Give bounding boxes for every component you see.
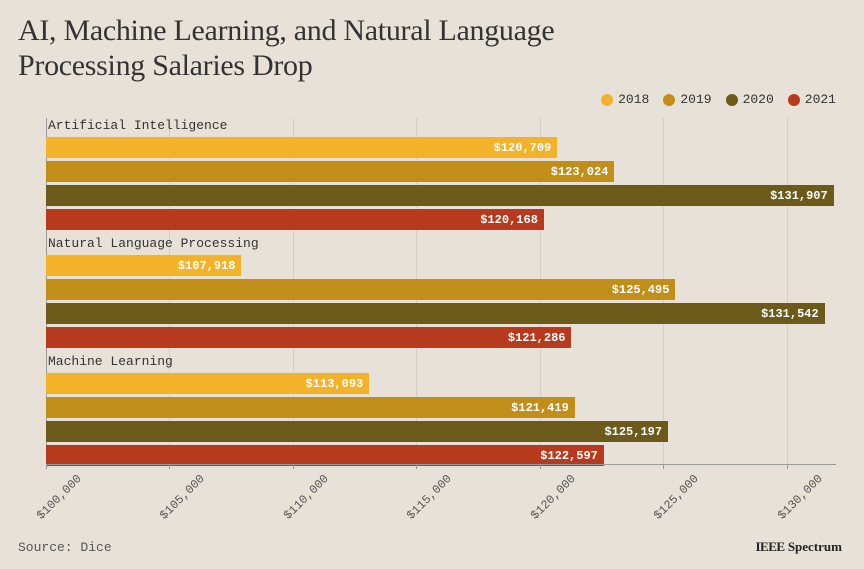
bar-row: $131,542 [46, 303, 836, 324]
bar-group: Machine Learning $113,093 $121,419 $125,197… [46, 354, 836, 466]
legend-swatch [663, 94, 675, 106]
legend: 2018 2019 2020 2021 [601, 92, 836, 107]
x-axis: $100,000$105,000$110,000$115,000$120,000… [46, 464, 836, 465]
axis-tick [169, 464, 170, 469]
brand-ieee: IEEE [756, 539, 785, 554]
brand-spectrum: Spectrum [785, 539, 842, 554]
group-label: Machine Learning [48, 354, 836, 369]
bar-row: $121,286 [46, 327, 836, 348]
legend-label: 2019 [680, 92, 711, 107]
axis-tick [416, 464, 417, 469]
bar: $131,907 [46, 185, 834, 206]
axis-tick [787, 464, 788, 469]
bar: $113,093 [46, 373, 369, 394]
bar-value-label: $125,197 [604, 425, 662, 439]
title-line-1: AI, Machine Learning, and Natural Langua… [18, 14, 554, 47]
legend-swatch [601, 94, 613, 106]
group-label: Natural Language Processing [48, 236, 836, 251]
axis-tick [46, 464, 47, 469]
bar-row: $122,597 [46, 445, 836, 466]
axis-tick-label: $115,000 [404, 472, 455, 523]
axis-tick-label: $125,000 [651, 472, 702, 523]
bar: $125,197 [46, 421, 668, 442]
publisher-brand: IEEE Spectrum [756, 539, 843, 555]
bar-value-label: $120,168 [480, 213, 538, 227]
bar: $107,918 [46, 255, 241, 276]
bar-group: Natural Language Processing $107,918 $125,… [46, 236, 836, 348]
legend-item: 2019 [663, 92, 711, 107]
bar-value-label: $123,024 [551, 165, 609, 179]
bar: $120,168 [46, 209, 544, 230]
bar-value-label: $122,597 [540, 449, 598, 463]
bar-value-label: $121,419 [511, 401, 569, 415]
axis-tick [540, 464, 541, 469]
chart-title: AI, Machine Learning, and Natural Langua… [18, 14, 554, 83]
axis-tick-label: $110,000 [281, 472, 332, 523]
legend-label: 2018 [618, 92, 649, 107]
bar-row: $121,419 [46, 397, 836, 418]
bar-row: $120,168 [46, 209, 836, 230]
axis-tick-label: $130,000 [775, 472, 826, 523]
title-line-2: Processing Salaries Drop [18, 49, 312, 82]
bar-row: $125,197 [46, 421, 836, 442]
axis-tick-label: $100,000 [34, 472, 85, 523]
axis-tick [663, 464, 664, 469]
bar: $120,709 [46, 137, 557, 158]
bar-row: $131,907 [46, 185, 836, 206]
legend-item: 2020 [726, 92, 774, 107]
bar-group: Artificial Intelligence $120,709 $123,024 $… [46, 118, 836, 230]
legend-item: 2018 [601, 92, 649, 107]
axis-tick-label: $120,000 [528, 472, 579, 523]
bar-row: $107,918 [46, 255, 836, 276]
bar-row: $120,709 [46, 137, 836, 158]
bar: $131,542 [46, 303, 825, 324]
bar-value-label: $120,709 [494, 141, 552, 155]
bar: $121,286 [46, 327, 571, 348]
bar-value-label: $131,907 [770, 189, 828, 203]
bar: $122,597 [46, 445, 604, 466]
bar-value-label: $113,093 [306, 377, 364, 391]
legend-swatch [788, 94, 800, 106]
bar: $121,419 [46, 397, 575, 418]
bar-value-label: $131,542 [761, 307, 819, 321]
bar-value-label: $107,918 [178, 259, 236, 273]
bar: $123,024 [46, 161, 614, 182]
axis-tick-label: $105,000 [158, 472, 209, 523]
bar-row: $125,495 [46, 279, 836, 300]
legend-item: 2021 [788, 92, 836, 107]
axis-tick [293, 464, 294, 469]
source-label: Source: Dice [18, 540, 112, 555]
chart-area: Artificial Intelligence $120,709 $123,024 $… [46, 118, 836, 472]
bar-value-label: $125,495 [612, 283, 670, 297]
bar: $125,495 [46, 279, 675, 300]
bar-row: $123,024 [46, 161, 836, 182]
legend-label: 2021 [805, 92, 836, 107]
group-label: Artificial Intelligence [48, 118, 836, 133]
legend-swatch [726, 94, 738, 106]
legend-label: 2020 [743, 92, 774, 107]
bar-row: $113,093 [46, 373, 836, 394]
bar-value-label: $121,286 [508, 331, 566, 345]
